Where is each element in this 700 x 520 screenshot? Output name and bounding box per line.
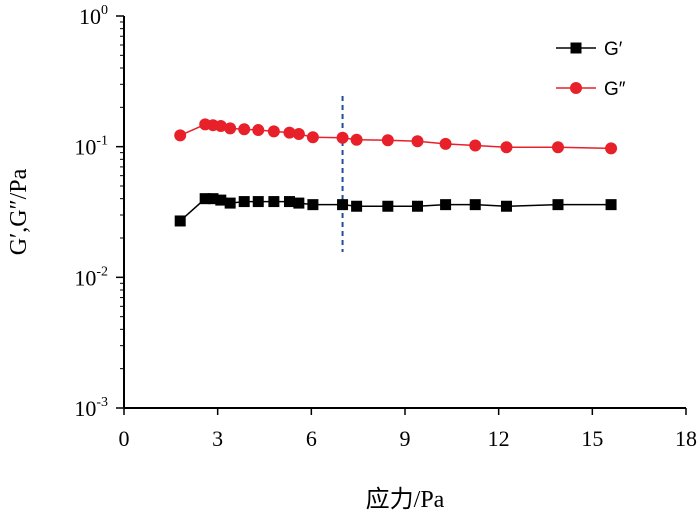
data-point — [551, 141, 564, 154]
data-point — [336, 131, 349, 144]
legend-item: G″ — [556, 79, 626, 100]
x-tick-label: 15 — [581, 426, 603, 451]
data-point — [306, 131, 319, 144]
x-tick-label: 18 — [675, 426, 697, 451]
y-axis-title: G′,G″/Pa — [6, 168, 32, 255]
data-point — [238, 196, 250, 208]
legend-marker — [570, 42, 582, 54]
legend-label: G″ — [604, 79, 626, 100]
legend-marker — [570, 82, 582, 94]
data-point — [224, 197, 236, 209]
data-point — [381, 134, 394, 147]
data-point — [552, 199, 564, 211]
data-point — [224, 122, 237, 135]
data-point — [382, 200, 394, 212]
data-point — [252, 196, 264, 208]
data-point — [350, 133, 363, 146]
data-point — [469, 199, 481, 211]
axes — [123, 16, 686, 409]
y-tick-label: 10-2 — [74, 264, 108, 290]
data-point — [238, 123, 251, 136]
data-point — [337, 199, 349, 211]
data-point — [411, 200, 423, 212]
data-point — [351, 200, 363, 212]
data-point — [411, 135, 424, 148]
x-axis-title: 应力/Pa — [366, 486, 445, 513]
data-point — [439, 137, 452, 150]
data-point — [252, 124, 265, 137]
x-tick-label: 9 — [400, 426, 411, 451]
data-point — [307, 199, 319, 211]
legend-label: G′ — [604, 39, 623, 60]
data-point — [605, 199, 617, 211]
x-tick-label: 0 — [119, 426, 130, 451]
data-point — [199, 193, 211, 205]
data-point — [500, 200, 512, 212]
data-point — [283, 196, 295, 208]
x-tick-label: 12 — [488, 426, 510, 451]
data-point — [605, 142, 618, 155]
data-point — [267, 125, 280, 138]
data-point — [293, 197, 305, 209]
data-point — [292, 128, 305, 141]
series-1 — [174, 193, 617, 227]
x-tick-label: 3 — [212, 426, 223, 451]
y-tick-label: 10-3 — [74, 395, 108, 421]
data-point — [268, 196, 280, 208]
data-point — [283, 126, 296, 139]
y-tick-label: 10-1 — [74, 134, 108, 160]
data-point — [500, 141, 513, 154]
data-point — [207, 193, 219, 205]
y-tick-label: 100 — [79, 3, 108, 29]
data-point — [214, 119, 227, 132]
data-point — [469, 139, 482, 152]
x-tick-label: 6 — [306, 426, 317, 451]
series-2 — [174, 118, 618, 155]
data-point — [215, 194, 227, 206]
data-point — [174, 129, 187, 142]
data-point — [440, 199, 452, 211]
legend-item: G′ — [556, 39, 623, 60]
data-point — [174, 215, 186, 227]
legend: G′ G″ — [556, 39, 626, 100]
